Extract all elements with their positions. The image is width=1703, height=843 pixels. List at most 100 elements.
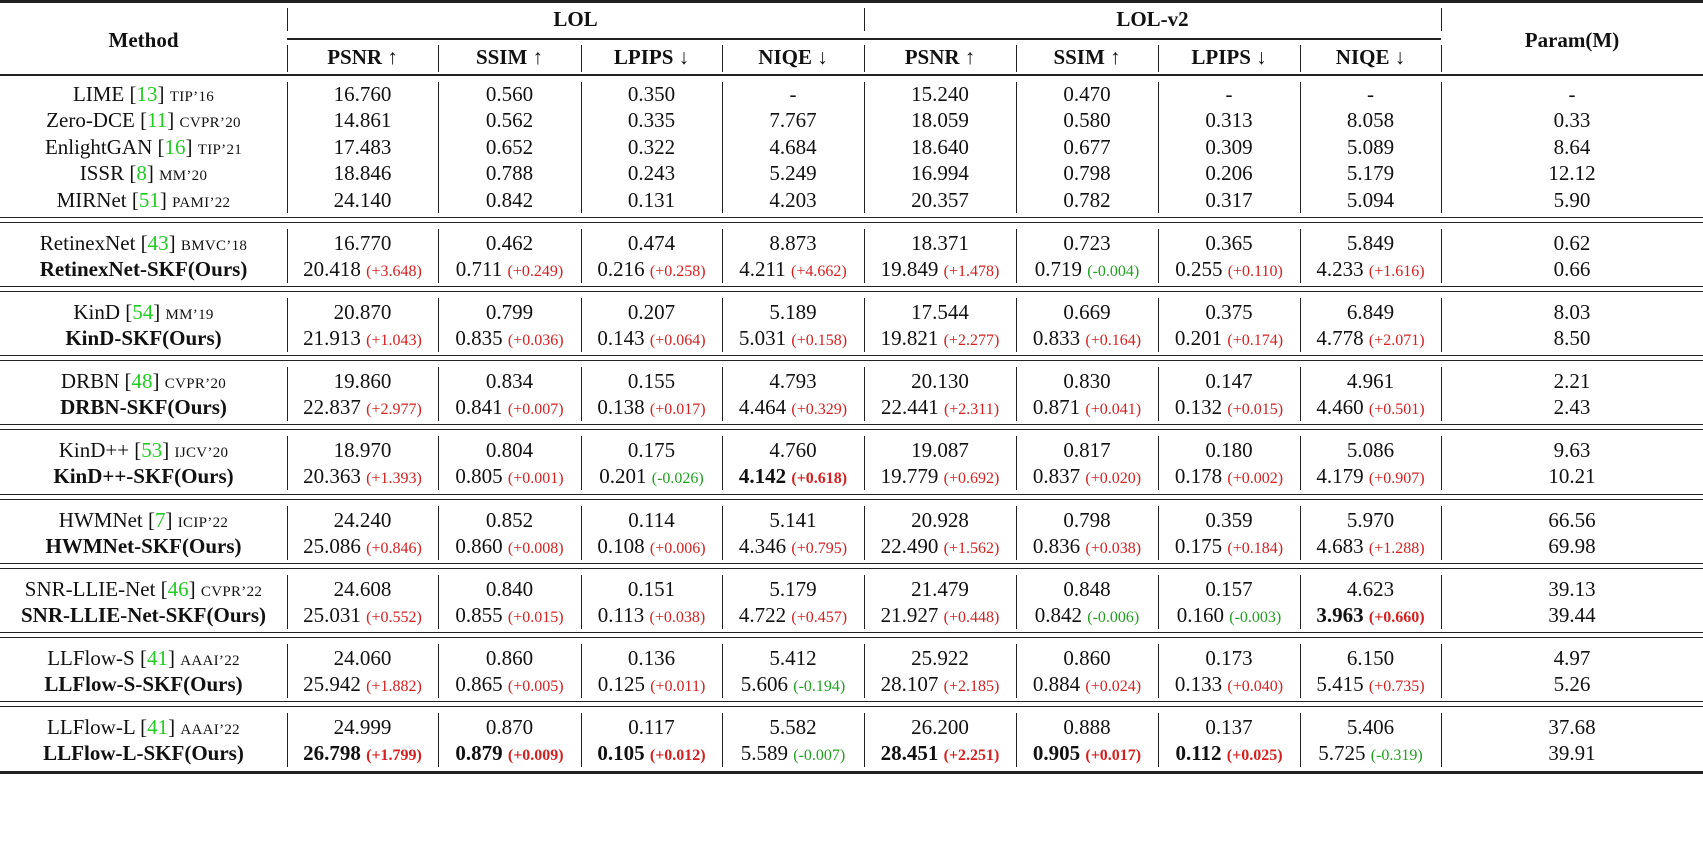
- delta-improvement: (+0.457): [791, 609, 848, 626]
- column-divider: [722, 436, 724, 490]
- metric-value: 5.412: [722, 645, 864, 671]
- value: 5.089: [1346, 135, 1395, 159]
- value: 28.451: [880, 741, 939, 765]
- delta-improvement: (+0.448): [943, 609, 1000, 626]
- citation-link[interactable]: 13: [136, 82, 158, 106]
- metric-value-ours: 0.836 (+0.038): [1016, 533, 1158, 562]
- metric-value-ours: 5.415 (+0.735): [1300, 671, 1441, 700]
- group-separator: [0, 632, 1703, 638]
- value: 4.211: [739, 257, 786, 281]
- column-divider: [1300, 298, 1302, 352]
- value: 0.799: [485, 300, 534, 324]
- column-divider: [1016, 644, 1018, 698]
- citation-link[interactable]: 54: [132, 300, 154, 324]
- citation-link[interactable]: 16: [164, 135, 186, 159]
- metric-value: 0.842: [438, 187, 581, 213]
- column-divider: [1441, 644, 1443, 698]
- value: 0.132: [1174, 395, 1223, 419]
- citation-link[interactable]: 11: [147, 108, 168, 132]
- delta-improvement: (+1.478): [943, 263, 1000, 280]
- value: 24.999: [333, 715, 392, 739]
- column-divider: [1158, 367, 1160, 421]
- metric-value-ours: 0.835 (+0.036): [438, 325, 581, 354]
- metric-value-ours: 20.363 (+1.393): [287, 463, 438, 492]
- value: 0.117: [628, 715, 675, 739]
- venue-label: CVPR’22: [200, 584, 263, 600]
- metric-value: -: [722, 81, 864, 107]
- metric-value: 19.087: [864, 437, 1016, 463]
- metric-value-ours: 4.179 (+0.907): [1300, 463, 1441, 492]
- value: 19.860: [333, 369, 392, 393]
- delta-improvement: (+0.025): [1226, 747, 1283, 764]
- value: 0.474: [627, 231, 676, 255]
- column-divider: [864, 229, 866, 283]
- value: 5.582: [769, 715, 817, 739]
- citation-link[interactable]: 8: [136, 161, 147, 185]
- delta-degradation: (-0.004): [1087, 263, 1140, 280]
- column-divider: [1441, 229, 1443, 283]
- column-divider: [1158, 229, 1160, 283]
- metric-value-ours: 0.133 (+0.040): [1158, 671, 1300, 700]
- citation-link[interactable]: 46: [167, 577, 189, 601]
- column-divider: [864, 713, 866, 767]
- column-divider: [722, 506, 724, 560]
- delta-improvement: (+0.907): [1368, 470, 1425, 487]
- value: 0.313: [1205, 108, 1253, 132]
- metric-value-ours: 0.201 (-0.026): [581, 463, 722, 492]
- metric-value: 0.669: [1016, 299, 1158, 325]
- citation-link[interactable]: 48: [131, 369, 153, 393]
- value: 8.64: [1553, 135, 1591, 159]
- method-label: LIME: [72, 82, 125, 106]
- value: 0.33: [1553, 108, 1591, 132]
- value: 9.63: [1553, 438, 1591, 462]
- column-divider: [438, 575, 440, 629]
- citation-link[interactable]: 53: [141, 438, 163, 462]
- value: 0.830: [1063, 369, 1111, 393]
- value: 5.094: [1346, 188, 1395, 212]
- column-divider: [287, 644, 289, 698]
- method-name: DRBN [48] CVPR’20: [60, 369, 227, 393]
- delta-improvement: (+0.735): [1368, 678, 1425, 695]
- delta-degradation: (-0.007): [793, 747, 846, 764]
- param-value-ours: 39.44: [1441, 602, 1703, 628]
- value: 19.087: [911, 438, 969, 462]
- column-divider: [1441, 367, 1443, 421]
- citation-link[interactable]: 43: [147, 231, 169, 255]
- delta-improvement: (+0.184): [1227, 540, 1284, 557]
- value: 0.580: [1063, 108, 1111, 132]
- value: 20.357: [911, 188, 969, 212]
- param-value: 2.21: [1441, 368, 1703, 394]
- delta-improvement: (+1.562): [943, 540, 1000, 557]
- value: 0.860: [1063, 646, 1111, 670]
- metric-header: SSIM ↑: [438, 44, 581, 70]
- value: 5.179: [1346, 161, 1395, 185]
- value: 4.233: [1316, 257, 1364, 281]
- param-value-ours: 10.21: [1441, 463, 1703, 489]
- metric-value-ours: 0.255 (+0.110): [1158, 256, 1300, 285]
- delta-improvement: (+0.329): [791, 401, 848, 418]
- citation-link[interactable]: 51: [138, 188, 160, 212]
- value: -: [789, 82, 797, 106]
- value: 18.846: [333, 161, 392, 185]
- method-header: Method: [0, 27, 287, 53]
- column-divider: [438, 506, 440, 560]
- metric-value-ours: 0.138 (+0.017): [581, 394, 722, 423]
- metric-header: PSNR ↑: [864, 44, 1016, 70]
- method-name: KinD [54] MM’19: [73, 300, 214, 324]
- column-divider: [581, 298, 583, 352]
- metric-value: 0.309: [1158, 134, 1300, 160]
- value: 0.677: [1063, 135, 1111, 159]
- value: 0.365: [1205, 231, 1253, 255]
- value: 5.249: [769, 161, 817, 185]
- value: 0.157: [1205, 577, 1253, 601]
- method-header-label: Method: [108, 28, 179, 52]
- column-divider: [864, 367, 866, 421]
- citation-link[interactable]: 7: [155, 508, 166, 532]
- value: 20.928: [911, 508, 969, 532]
- metric-value-ours: 19.849 (+1.478): [864, 256, 1016, 285]
- value: 5.589: [740, 741, 788, 765]
- citation-link[interactable]: 41: [146, 646, 168, 670]
- citation-link[interactable]: 41: [147, 715, 169, 739]
- value: 0.175: [627, 438, 676, 462]
- metric-value: 4.684: [722, 134, 864, 160]
